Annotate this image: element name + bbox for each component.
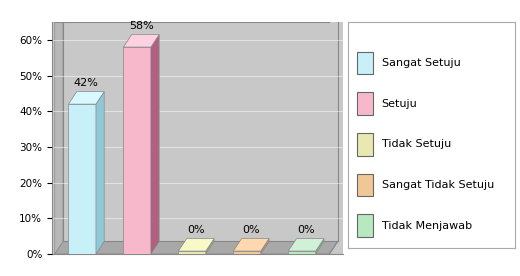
Text: 58%: 58% xyxy=(129,21,153,31)
Text: 42%: 42% xyxy=(74,78,99,88)
Polygon shape xyxy=(55,242,337,254)
Polygon shape xyxy=(288,251,316,254)
Polygon shape xyxy=(69,92,104,104)
Polygon shape xyxy=(178,251,206,254)
Text: Sangat Tidak Setuju: Sangat Tidak Setuju xyxy=(382,180,494,190)
Polygon shape xyxy=(206,238,214,254)
Polygon shape xyxy=(233,251,261,254)
Text: 0%: 0% xyxy=(187,225,205,235)
Polygon shape xyxy=(178,238,214,251)
Text: Sangat Setuju: Sangat Setuju xyxy=(382,58,460,68)
Text: 0%: 0% xyxy=(297,225,315,235)
Polygon shape xyxy=(123,34,159,47)
Text: 0%: 0% xyxy=(242,225,260,235)
FancyBboxPatch shape xyxy=(357,133,373,156)
Polygon shape xyxy=(233,238,269,251)
Polygon shape xyxy=(123,47,151,254)
Polygon shape xyxy=(69,104,96,254)
Polygon shape xyxy=(288,238,324,251)
Polygon shape xyxy=(151,34,159,254)
FancyBboxPatch shape xyxy=(357,174,373,196)
Polygon shape xyxy=(316,238,324,254)
Text: Setuju: Setuju xyxy=(382,99,418,108)
Polygon shape xyxy=(96,92,104,254)
FancyBboxPatch shape xyxy=(357,92,373,115)
Polygon shape xyxy=(55,10,63,254)
FancyBboxPatch shape xyxy=(357,52,373,74)
Polygon shape xyxy=(261,238,269,254)
Text: Tidak Menjawab: Tidak Menjawab xyxy=(382,221,472,231)
FancyBboxPatch shape xyxy=(357,214,373,237)
Text: Tidak Setuju: Tidak Setuju xyxy=(382,139,451,149)
